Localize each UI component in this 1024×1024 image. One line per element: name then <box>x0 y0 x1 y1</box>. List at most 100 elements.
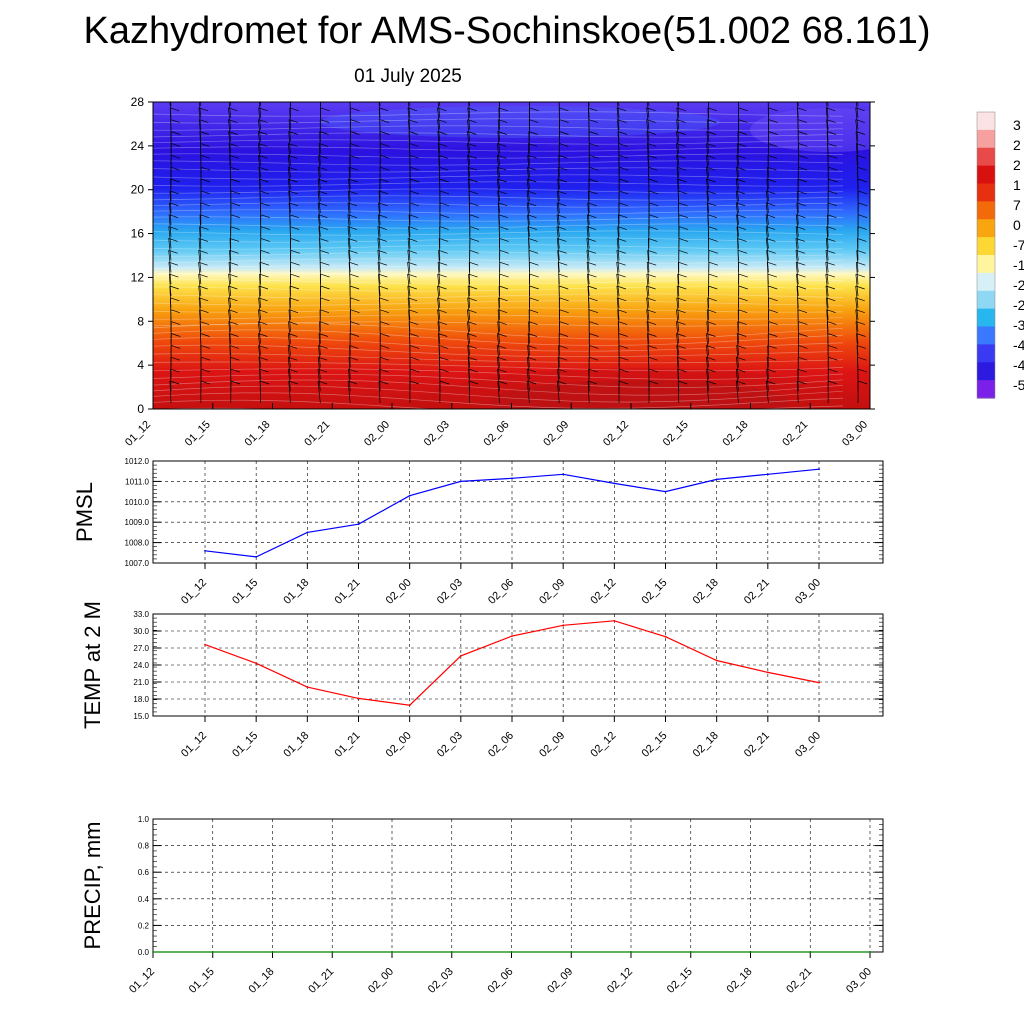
wind-barb-feather <box>618 202 628 207</box>
wind-barb <box>496 167 500 190</box>
wind-barb-feather <box>797 96 806 99</box>
wind-barb <box>228 274 232 297</box>
wind-barb-feather <box>648 226 658 230</box>
x-tick-label: 02_06 <box>486 577 516 607</box>
colorbar-swatch <box>977 183 995 202</box>
data-point <box>255 662 258 665</box>
wind-barb-feather <box>288 309 299 314</box>
wind-barb-feather <box>200 380 210 385</box>
wind-barb-feather <box>467 285 478 290</box>
wind-barb <box>616 262 620 285</box>
wind-barb-feather <box>738 273 748 278</box>
colorbar-swatch <box>977 290 995 310</box>
isotherm <box>153 392 844 409</box>
wind-barb <box>646 131 650 154</box>
wind-barb-feather <box>498 119 508 123</box>
wind-barb-feather <box>349 285 360 290</box>
wind-barb <box>706 202 710 225</box>
y-tick-label: 1010.0 <box>125 498 150 507</box>
data-point <box>459 480 462 483</box>
wind-barb-feather <box>618 214 628 219</box>
wind-barb-feather <box>796 273 806 278</box>
data-point <box>664 490 667 493</box>
wind-barb-feather <box>260 202 270 207</box>
wind-barb <box>318 333 321 356</box>
wind-barb-feather <box>587 380 598 385</box>
wind-barb <box>855 321 859 344</box>
wind-barb <box>258 167 261 190</box>
wind-barb <box>467 297 471 320</box>
wind-barb-feather <box>378 285 389 290</box>
wind-barb <box>468 369 471 392</box>
x-tick-label: 03_00 <box>793 577 823 607</box>
wind-barb <box>825 262 829 285</box>
wind-barb-feather <box>857 166 867 171</box>
wind-barb-feather <box>768 119 778 123</box>
x-tick-label: 02_15 <box>640 730 670 760</box>
wind-barb <box>527 143 530 166</box>
wind-barb <box>767 167 769 190</box>
x-tick-label: 02_21 <box>742 577 772 607</box>
wind-barb <box>496 357 500 380</box>
wind-barb <box>646 285 650 308</box>
x-tick-label: 02_06 <box>482 419 512 449</box>
colorbar-label: 7 <box>1013 197 1021 213</box>
wind-barb-feather <box>737 249 748 254</box>
wind-barb-feather <box>767 166 777 171</box>
wind-barb-feather <box>378 202 388 207</box>
wind-barb <box>646 309 650 332</box>
wind-barb <box>705 167 710 190</box>
wind-barb-feather <box>558 345 568 349</box>
data-point <box>204 549 206 552</box>
wind-barb-feather <box>648 238 658 242</box>
isotherm <box>153 139 844 145</box>
wind-barb <box>467 321 471 344</box>
wind-barb <box>288 131 291 154</box>
wind-barb-feather <box>319 238 329 242</box>
warm-area <box>410 368 870 409</box>
x-tick-label: 01_21 <box>306 966 336 996</box>
wind-barb-feather <box>648 190 659 195</box>
wind-barb-feather <box>649 380 659 385</box>
wind-barb <box>319 131 321 154</box>
wind-barb <box>198 297 202 320</box>
wind-barb <box>587 190 590 213</box>
wind-barb-feather <box>797 380 807 385</box>
wind-barb-feather <box>200 356 211 361</box>
wind-barb <box>377 226 381 249</box>
precip-panel: 0.0 0.2 0.4 0.6 0.8 1.0 01_12 01_15 01_18 01_21 02… <box>80 815 884 996</box>
wind-barb-feather <box>677 368 687 373</box>
wind-barb <box>706 333 710 356</box>
chart-title: Kazhydromet for AMS-Sochinskoe(51.002 68… <box>83 10 931 52</box>
wind-barb-feather <box>559 309 569 314</box>
wind-barb <box>377 250 381 273</box>
wind-barb-feather <box>558 166 568 171</box>
y-tick-label: 20 <box>131 183 145 197</box>
wind-barb-feather <box>678 380 688 385</box>
x-tick-label: 01_12 <box>179 730 209 760</box>
wind-barb-feather <box>199 214 210 219</box>
wind-barb-feather <box>707 202 717 207</box>
wind-barb <box>796 380 799 404</box>
wind-barb <box>467 285 471 308</box>
x-tick-label: 02_12 <box>588 577 618 607</box>
wind-barb-feather <box>826 309 836 314</box>
wind-barb-feather <box>828 356 838 361</box>
wind-barb-feather <box>798 166 808 171</box>
y-tick-label: 28 <box>131 95 145 109</box>
wind-barb <box>527 345 530 368</box>
wind-barb-feather <box>379 309 390 314</box>
wind-barb <box>617 102 620 118</box>
wind-barb-feather <box>678 84 687 87</box>
wind-barb-feather <box>259 380 270 385</box>
wind-barb <box>319 321 321 344</box>
wind-barb-feather <box>350 321 360 325</box>
wind-barb <box>527 155 530 178</box>
y-tick-label: 30.0 <box>133 627 149 636</box>
wind-barb <box>586 214 590 237</box>
wind-barb <box>795 238 799 261</box>
colorbar-label: -4 <box>1013 337 1024 353</box>
wind-barb <box>467 119 471 142</box>
wind-barb-feather <box>647 96 656 99</box>
wind-barb-feather <box>589 166 599 171</box>
